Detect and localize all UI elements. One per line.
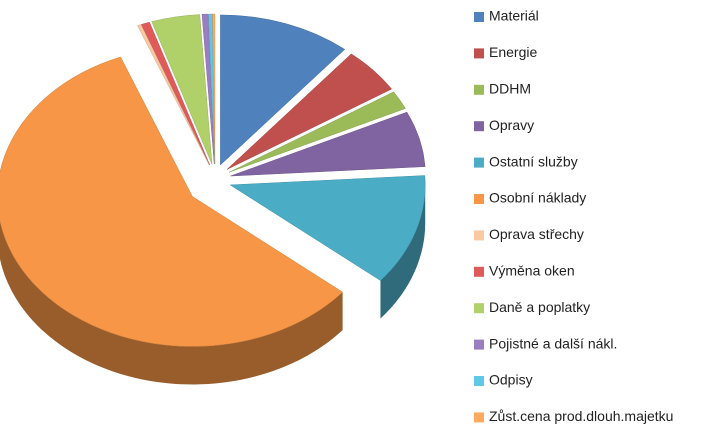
legend-swatch <box>474 121 484 132</box>
legend-label: Oprava střechy <box>489 226 584 242</box>
pie-slice <box>141 21 210 166</box>
legend-label: Ostatní služby <box>489 153 578 169</box>
legend-swatch <box>474 84 484 95</box>
legend-swatch <box>474 339 484 350</box>
pie-slice <box>212 13 216 165</box>
legend-label: Opravy <box>489 117 534 133</box>
legend-label: Zůst.cena prod.dlouh.majetku <box>489 408 673 424</box>
legend-swatch <box>474 48 484 59</box>
pie-slice <box>201 13 215 165</box>
pie-slice <box>230 111 426 177</box>
legend-label: Pojistné a další nákl. <box>489 335 617 351</box>
legend-swatch <box>474 266 484 277</box>
pie-slice <box>228 91 406 173</box>
legend-swatch <box>474 194 484 204</box>
legend-label: Energie <box>489 44 537 60</box>
legend-label: DDHM <box>489 81 531 97</box>
legend-label: Daně a poplatky <box>489 299 590 315</box>
pie-slice <box>208 13 215 165</box>
pie-slice <box>151 14 213 165</box>
legend-label: Materiál <box>489 8 539 24</box>
pie-slice-side <box>380 185 426 319</box>
legend-label: Odpisy <box>489 372 533 388</box>
pie-slice <box>226 53 393 170</box>
pie-slice <box>229 175 426 281</box>
legend-swatch <box>474 157 484 168</box>
legend-swatch <box>474 412 484 423</box>
legend-label: Výměna oken <box>489 263 575 279</box>
legend-label: Osobní náklady <box>489 190 586 206</box>
pie-slice <box>137 24 210 166</box>
pie-slice <box>0 56 344 347</box>
legend-swatch <box>474 230 484 241</box>
pie-slice <box>220 14 346 166</box>
legend-swatch <box>474 303 484 314</box>
legend-swatch <box>474 376 484 386</box>
legend-swatch <box>474 12 484 22</box>
pie-slice-side <box>0 221 343 385</box>
